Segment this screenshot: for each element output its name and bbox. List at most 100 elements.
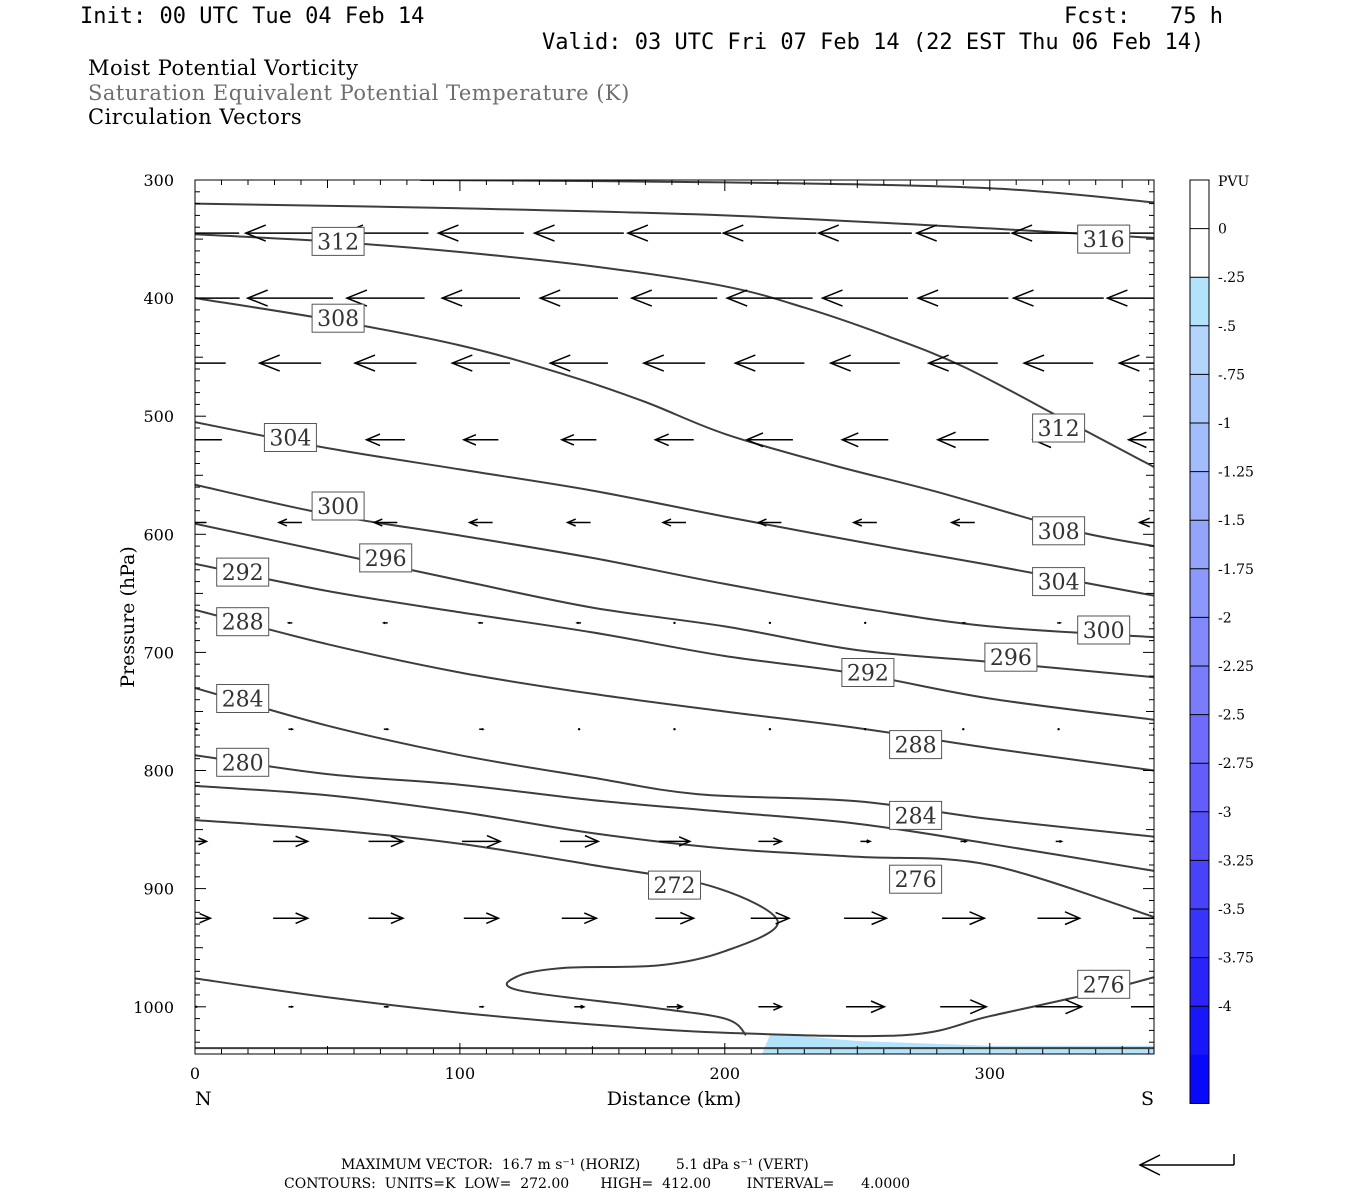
colorbar-level: -1.75 [1218,562,1254,578]
circulation-vector [463,912,501,925]
circulation-vector [940,999,989,1015]
contour-288 [195,608,1154,772]
y-tick-label: 700 [143,643,174,662]
contour-label: 308 [311,303,365,333]
colorbar-level: -1.25 [1218,465,1254,481]
colorbar-swatch [1190,714,1209,764]
circulation-vector [1011,289,1104,307]
circulation-vector [440,289,520,307]
y-axis-label: Pressure (hPa) [117,546,139,688]
circulation-vector [1126,431,1154,449]
svg-text:276: 276 [1083,973,1125,998]
svg-text:308: 308 [1038,520,1080,545]
circulation-vector [1022,354,1094,372]
circulation-vector [733,354,805,372]
y-tick-label: 300 [143,171,174,190]
x-tick-label: 200 [710,1064,741,1083]
svg-text:288: 288 [222,611,264,636]
contour-280 [195,754,1154,872]
circulation-vector [479,1005,485,1009]
circulation-vector [1057,621,1063,624]
circulation-vector [538,289,618,307]
svg-text:276: 276 [895,868,937,893]
circulation-vector [352,354,417,372]
contour-276 [195,784,1154,918]
svg-text:304: 304 [1038,571,1080,596]
circulation-vector [288,727,295,731]
circulation-vector [561,912,599,925]
circulation-vector [721,224,817,242]
circulation-vector [750,911,792,925]
colorbar-swatch [1190,568,1209,618]
contour-308 [195,297,1154,548]
circulation-vector [461,434,499,446]
y-tick-label: 900 [143,880,174,899]
y-tick-label: 800 [143,762,174,781]
contour-316 [420,180,1154,204]
colorbar-swatch [1190,1006,1209,1056]
circulation-vector [450,354,510,372]
valid-time: Valid: 03 UTC Fri 07 Feb 14 (22 EST Thu … [542,30,1205,55]
colorbar-frame [1189,179,1210,1104]
contour-label: 296 [984,642,1038,672]
contour-label: 288 [216,607,270,637]
circulation-vector [820,289,908,307]
circulation-vector [768,728,772,731]
pv-shading-region [761,1035,1154,1054]
circulation-vector [368,912,405,925]
colorbar-swatch [1190,277,1209,327]
svg-text:296: 296 [365,547,407,572]
contour-292 [195,562,1154,721]
circulation-vector [257,354,322,372]
colorbar-swatch [1190,228,1209,278]
circulation-vector [768,621,772,625]
colorbar-swatch [1190,1054,1209,1104]
contour-label: 300 [311,491,365,521]
svg-text:308: 308 [317,307,359,332]
circulation-vector [372,518,398,527]
contour-304 [195,421,1154,597]
circulation-vector [383,1005,390,1009]
colorbar-swatch [1190,666,1209,716]
colorbar-level: -4 [1218,999,1232,1015]
contour-label: 308 [1032,516,1086,546]
circulation-vector [195,232,240,234]
colorbar-swatch [1190,520,1209,570]
circulation-vector [383,727,390,731]
x-end-north: N [195,1088,212,1110]
reference-vector [1138,1154,1235,1176]
contour-276 [195,976,1154,1038]
colorbar-level: -.25 [1218,270,1245,286]
circulation-vector [864,621,867,625]
circulation-vector [477,621,483,625]
circulation-vector [1055,839,1064,843]
circulation-vector [548,354,608,372]
title-circulation: Circulation Vectors [88,105,303,129]
y-tick-label: 400 [143,289,174,308]
colorbar-level: -1 [1218,416,1232,432]
circulation-vector [1035,999,1084,1015]
circulation-vector [1037,911,1082,926]
colorbar-swatch [1190,763,1209,813]
svg-text:292: 292 [222,561,264,586]
contour-label: 284 [216,684,270,713]
circulation-vector [288,1005,295,1009]
svg-text:280: 280 [222,751,264,776]
y-tick-label: 1000 [133,998,174,1017]
colorbar-swatch [1190,374,1209,424]
max-vector-note: MAXIMUM VECTOR: 16.7 m s⁻¹ (HORIZ) 5.1 d… [341,1157,809,1173]
contour-296 [195,522,1154,679]
contour-label: 312 [1032,413,1086,443]
contours-note: CONTOURS: UNITS=K LOW= 272.00 HIGH= 412.… [284,1176,911,1192]
circulation-vector [673,621,676,625]
colorbar-level: -3 [1218,805,1232,821]
circulation-vector [661,518,686,527]
contour-label: 280 [216,747,270,777]
circulation-vector [245,289,334,307]
colorbar-swatch [1190,811,1209,861]
circulation-vector [949,518,975,527]
colorbar-swatch [1190,617,1209,667]
colorbar-swatch [1190,180,1209,230]
circulation-vector [1137,517,1154,528]
contour-label: 316 [1077,224,1131,254]
